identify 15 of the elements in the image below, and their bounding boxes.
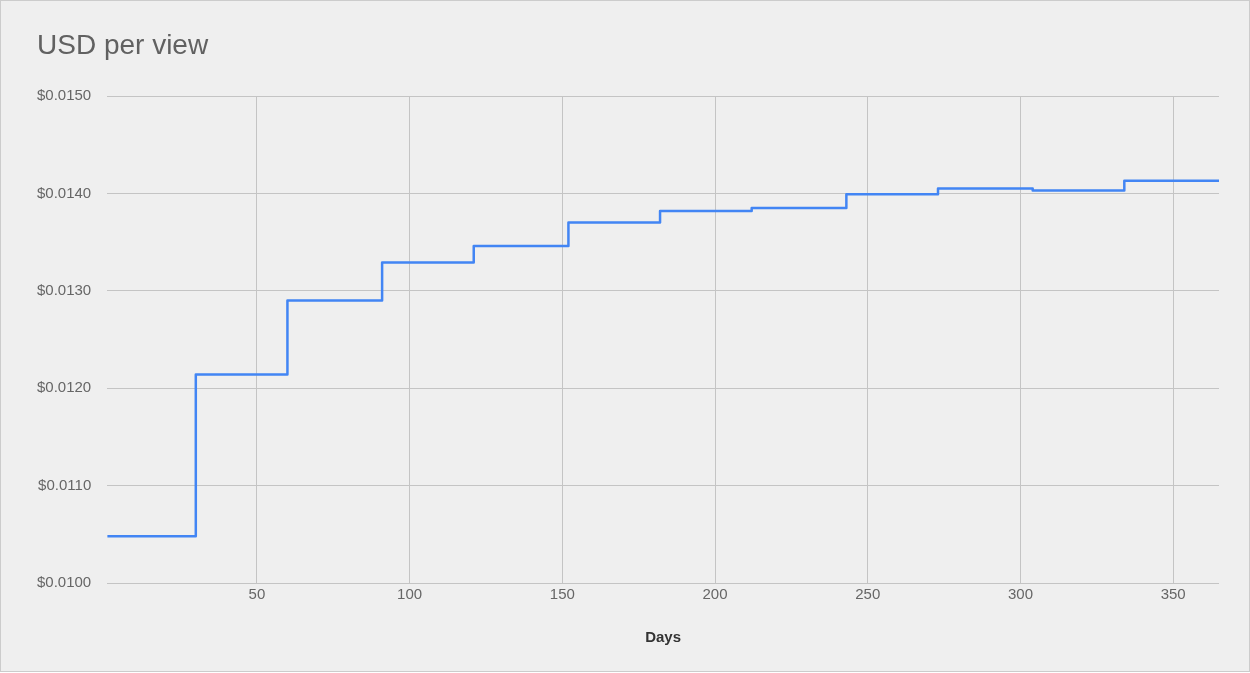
- x-tick-label: 100: [397, 585, 423, 603]
- y-tick-label: $0.0100: [36, 573, 92, 591]
- x-tick-label: 250: [855, 585, 881, 603]
- chart-title: USD per view: [37, 29, 209, 61]
- x-tick-label: 150: [549, 585, 575, 603]
- x-axis-title: Days: [645, 628, 682, 646]
- y-tick-label: $0.0120: [36, 378, 92, 396]
- x-tick-label: 300: [1007, 585, 1033, 603]
- y-tick-label: $0.0150: [36, 86, 92, 104]
- y-tick-label: $0.0110: [38, 475, 92, 493]
- y-tick-label: $0.0140: [36, 183, 92, 201]
- y-tick-label: $0.0130: [36, 280, 92, 298]
- x-tick-label: 200: [702, 585, 728, 603]
- x-tick-label: 350: [1160, 585, 1186, 603]
- x-tick-label: 50: [248, 585, 266, 603]
